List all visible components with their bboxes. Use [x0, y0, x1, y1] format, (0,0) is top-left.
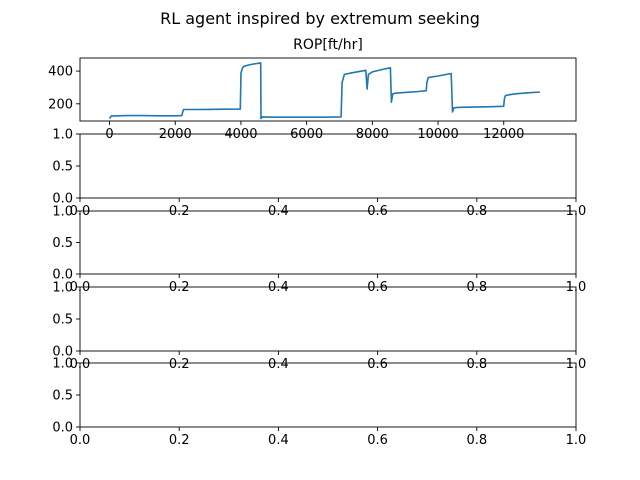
subplot-4: 0.0 0.2 0.4 0.6 0.8 1.00.00.51.0 [52, 281, 586, 373]
x-tick-label: 0.8 [466, 433, 487, 448]
y-tick-label: 0.0 [52, 421, 73, 436]
axes-frame [79, 210, 577, 275]
x-tick-label: 0.4 [268, 280, 289, 295]
x-tick-label: 10000 [417, 127, 458, 142]
x-tick-label: 6000 [290, 127, 323, 142]
x-tick-label: 2000 [159, 127, 192, 142]
axes-frame [79, 286, 577, 352]
x-tick-label: 0 [105, 127, 113, 142]
x-tick-label: 0.8 [466, 204, 487, 219]
y-tick-label: 0.5 [52, 389, 73, 404]
axes-frame [79, 133, 577, 199]
figure-suptitle: RL agent inspired by extremum seeking [160, 9, 480, 28]
axes-frame [79, 362, 577, 428]
x-tick-label: 12000 [483, 127, 524, 142]
x-tick-label: 0.6 [367, 433, 388, 448]
x-tick-label: 0.6 [367, 280, 388, 295]
subplot-1: 0 2000 4000 6000 8000 10000 12000 200 400 [48, 57, 577, 142]
x-tick-label: 1.0 [566, 433, 587, 448]
y-tick-label: 0.0 [52, 345, 73, 360]
x-tick-label: 0.4 [268, 357, 289, 372]
x-tick-label: 0.8 [466, 280, 487, 295]
y-tick-label: 0.0 [52, 268, 73, 283]
x-tick-label: 0.4 [268, 204, 289, 219]
y-tick-label: 1.0 [52, 357, 73, 372]
rop-series-line [108, 62, 540, 120]
y-tick-label: 0.5 [52, 236, 73, 251]
subplot-5: 0.0 0.2 0.4 0.6 0.8 1.0 0.0 0.5 1.0 [52, 357, 586, 449]
y-tick-label: 1.0 [52, 281, 73, 296]
x-tick-label: 0.2 [169, 280, 190, 295]
y-tick-label: 0.5 [52, 313, 73, 328]
x-tick-label: 0.8 [466, 357, 487, 372]
x-tick-label: 0.2 [169, 357, 190, 372]
y-tick-label: 400 [48, 65, 73, 80]
axes-frame [79, 57, 577, 122]
x-tick-label: 4000 [224, 127, 257, 142]
x-tick-label: 0.2 [169, 433, 190, 448]
chart-title: ROP[ft/hr] [293, 37, 363, 53]
x-tick-label: 0.0 [70, 433, 91, 448]
x-tick-label: 0.6 [367, 357, 388, 372]
subplot-3: 0.0 0.2 0.4 0.6 0.8 1.00.00.51.0 [52, 205, 586, 296]
y-tick-label: 1.0 [52, 128, 73, 143]
y-tick-label: 0.0 [52, 192, 73, 207]
x-tick-label: 8000 [356, 127, 389, 142]
y-tick-label: 1.0 [52, 205, 73, 220]
y-tick-label: 200 [48, 97, 73, 112]
x-tick-label: 0.2 [169, 204, 190, 219]
y-tick-label: 0.5 [52, 160, 73, 175]
x-tick-label: 0.4 [268, 433, 289, 448]
x-tick-label: 0.6 [367, 204, 388, 219]
